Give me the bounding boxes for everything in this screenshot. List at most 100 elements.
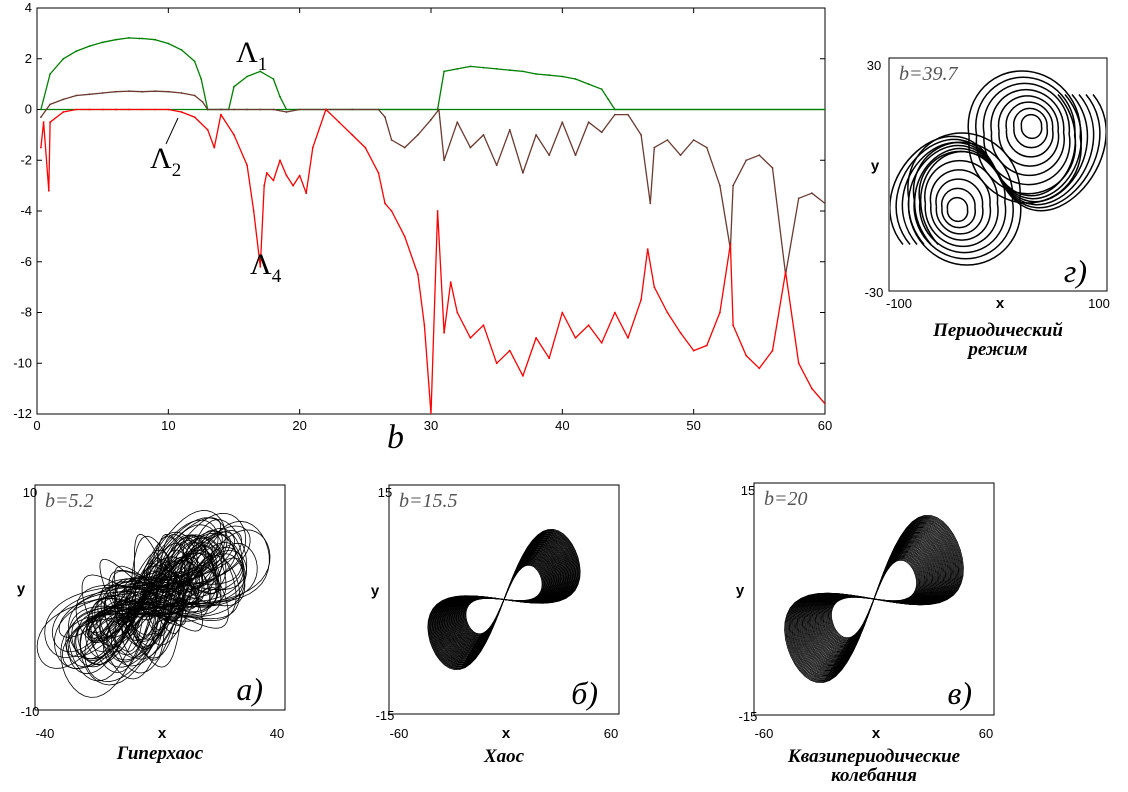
lambda1-point <box>824 108 825 111</box>
panel-caption: Квазипериодические <box>787 746 961 767</box>
y-tick-label: 10 <box>23 485 37 500</box>
main-series-lines <box>40 37 825 414</box>
trajectory-path <box>907 132 1022 266</box>
lambda2-point <box>220 108 222 111</box>
lambda1-point <box>600 88 603 91</box>
lambda2-point <box>141 90 144 93</box>
lambda2-point <box>653 146 656 149</box>
lambda4-point <box>246 164 249 167</box>
lambda2-point <box>298 108 301 111</box>
lambda4-label: Λ4 <box>250 248 282 287</box>
lambda2-point <box>719 184 721 187</box>
lambda1-point <box>101 41 104 44</box>
lambda2-point <box>771 167 774 169</box>
lambda1-point <box>508 69 511 72</box>
lambda1-point <box>259 70 262 73</box>
trajectory-path <box>1012 107 1049 149</box>
lambda2-point <box>548 154 551 157</box>
x-tick-label: -40 <box>36 726 55 741</box>
trajectory-path <box>133 557 244 642</box>
lambda1-point <box>141 37 144 40</box>
lambda2-pointer <box>165 117 179 145</box>
panel-caption: колебания <box>831 765 917 786</box>
lambda1-point <box>49 73 51 75</box>
lambda4-point <box>263 184 266 187</box>
y-tick-label: -15 <box>739 709 758 724</box>
lambda4-point <box>729 243 732 245</box>
lambda4-point <box>811 387 813 390</box>
x-tick-label: 50 <box>686 418 700 433</box>
lambda2-point <box>390 139 393 141</box>
trajectory-path <box>919 94 1077 245</box>
y-tick-label: 0 <box>25 102 32 117</box>
lambda1-point <box>469 65 472 68</box>
panel-caption: Гиперхаос <box>116 743 204 764</box>
lambda4-point <box>456 311 459 314</box>
lambda1-point <box>200 78 203 80</box>
lambda2-point <box>233 108 235 111</box>
lambda1-point <box>548 74 551 77</box>
parameter-value-label: b=15.5 <box>399 490 458 512</box>
lambda2-point <box>417 134 419 136</box>
lambda4-point <box>449 281 452 283</box>
lambda4-point <box>49 121 51 124</box>
lambda4-point <box>745 354 748 357</box>
lambda2-label: Λ2 <box>150 142 181 181</box>
y-tick-label: -10 <box>21 704 40 719</box>
trajectory-path <box>990 88 1065 177</box>
lambda2-point <box>705 146 708 149</box>
x-tick-label: 40 <box>555 418 569 433</box>
y-tick-label: -10 <box>13 355 32 370</box>
panel-caption: режим <box>966 339 1027 360</box>
lambda4-point <box>285 174 288 177</box>
lambda2-point <box>469 146 472 149</box>
lambda2-point <box>495 164 498 167</box>
x-axis-label: x <box>872 725 881 742</box>
lambda4-point <box>180 111 183 113</box>
panel-letter-label: в) <box>947 675 972 711</box>
lambda4-point <box>535 337 537 339</box>
trajectory-path <box>102 549 248 668</box>
lambda4-point <box>719 311 721 314</box>
trajectory-path <box>929 169 992 241</box>
y-tick-label: -15 <box>376 708 395 723</box>
x-tick-label: 60 <box>818 418 832 433</box>
lambda1-point <box>154 38 157 41</box>
trajectory-path <box>1020 113 1043 140</box>
lambda4-point <box>167 108 170 111</box>
lambda4-point <box>40 146 42 149</box>
lambda4-point <box>42 121 45 124</box>
lambda2-point <box>811 192 813 195</box>
x-tick-label: -60 <box>390 726 409 741</box>
lambda4-point <box>758 367 761 370</box>
lambda4-point <box>233 134 235 136</box>
lambda1-point <box>482 66 485 69</box>
lambda2-point <box>574 154 577 157</box>
panel-caption: Хаос <box>483 746 525 767</box>
lambda4-point <box>338 121 340 124</box>
lambda4-point <box>443 331 445 334</box>
lambda4-point <box>292 184 294 187</box>
lambda2-point <box>180 92 183 94</box>
lambda2-point <box>758 154 761 157</box>
lambda2-point <box>456 121 459 124</box>
x-tick-label: 30 <box>424 418 438 433</box>
lambda2-point <box>627 113 629 116</box>
lambda4-point <box>403 235 406 238</box>
phase-portrait-panel: b=15.5 б) 15 -15 y -60 60 x Хаос <box>371 484 620 767</box>
lambda2-point <box>522 172 524 174</box>
trajectory-path <box>1005 101 1054 158</box>
lambda4-point <box>220 113 222 116</box>
y-tick-label: -4 <box>20 203 32 218</box>
lambda4-point <box>193 116 196 118</box>
lambda1-point <box>495 68 498 70</box>
lambda2-point <box>679 154 682 157</box>
trajectory-path <box>918 150 1007 254</box>
lambda1-point <box>180 49 183 51</box>
x-axis-label: b <box>387 419 404 456</box>
panel-letter-label: а) <box>236 671 263 707</box>
